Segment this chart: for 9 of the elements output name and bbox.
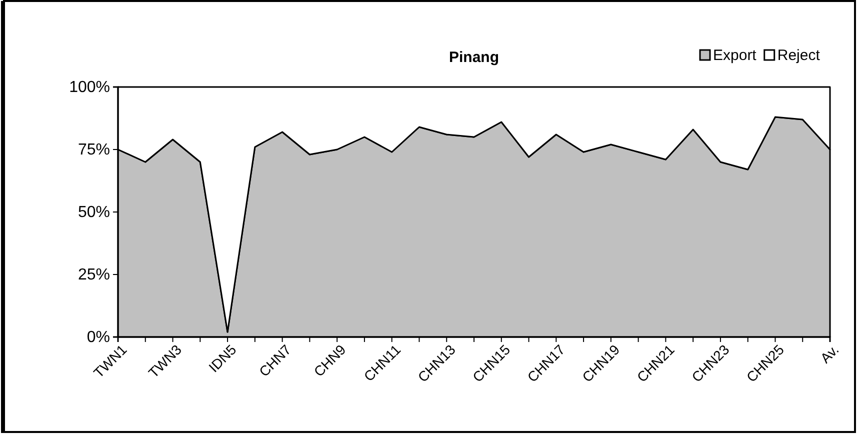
legend-label: Export — [713, 47, 758, 64]
y-tick-label: 100% — [69, 79, 110, 96]
y-tick-label: 0% — [86, 329, 110, 346]
y-tick-label: 50% — [78, 204, 110, 222]
y-tick-label: 25% — [78, 266, 110, 284]
x-tick-label: Av. — [817, 341, 842, 366]
legend-label: Reject — [777, 47, 821, 64]
y-tick-label: 75% — [78, 142, 110, 159]
chart-title: Pinang — [448, 49, 500, 66]
